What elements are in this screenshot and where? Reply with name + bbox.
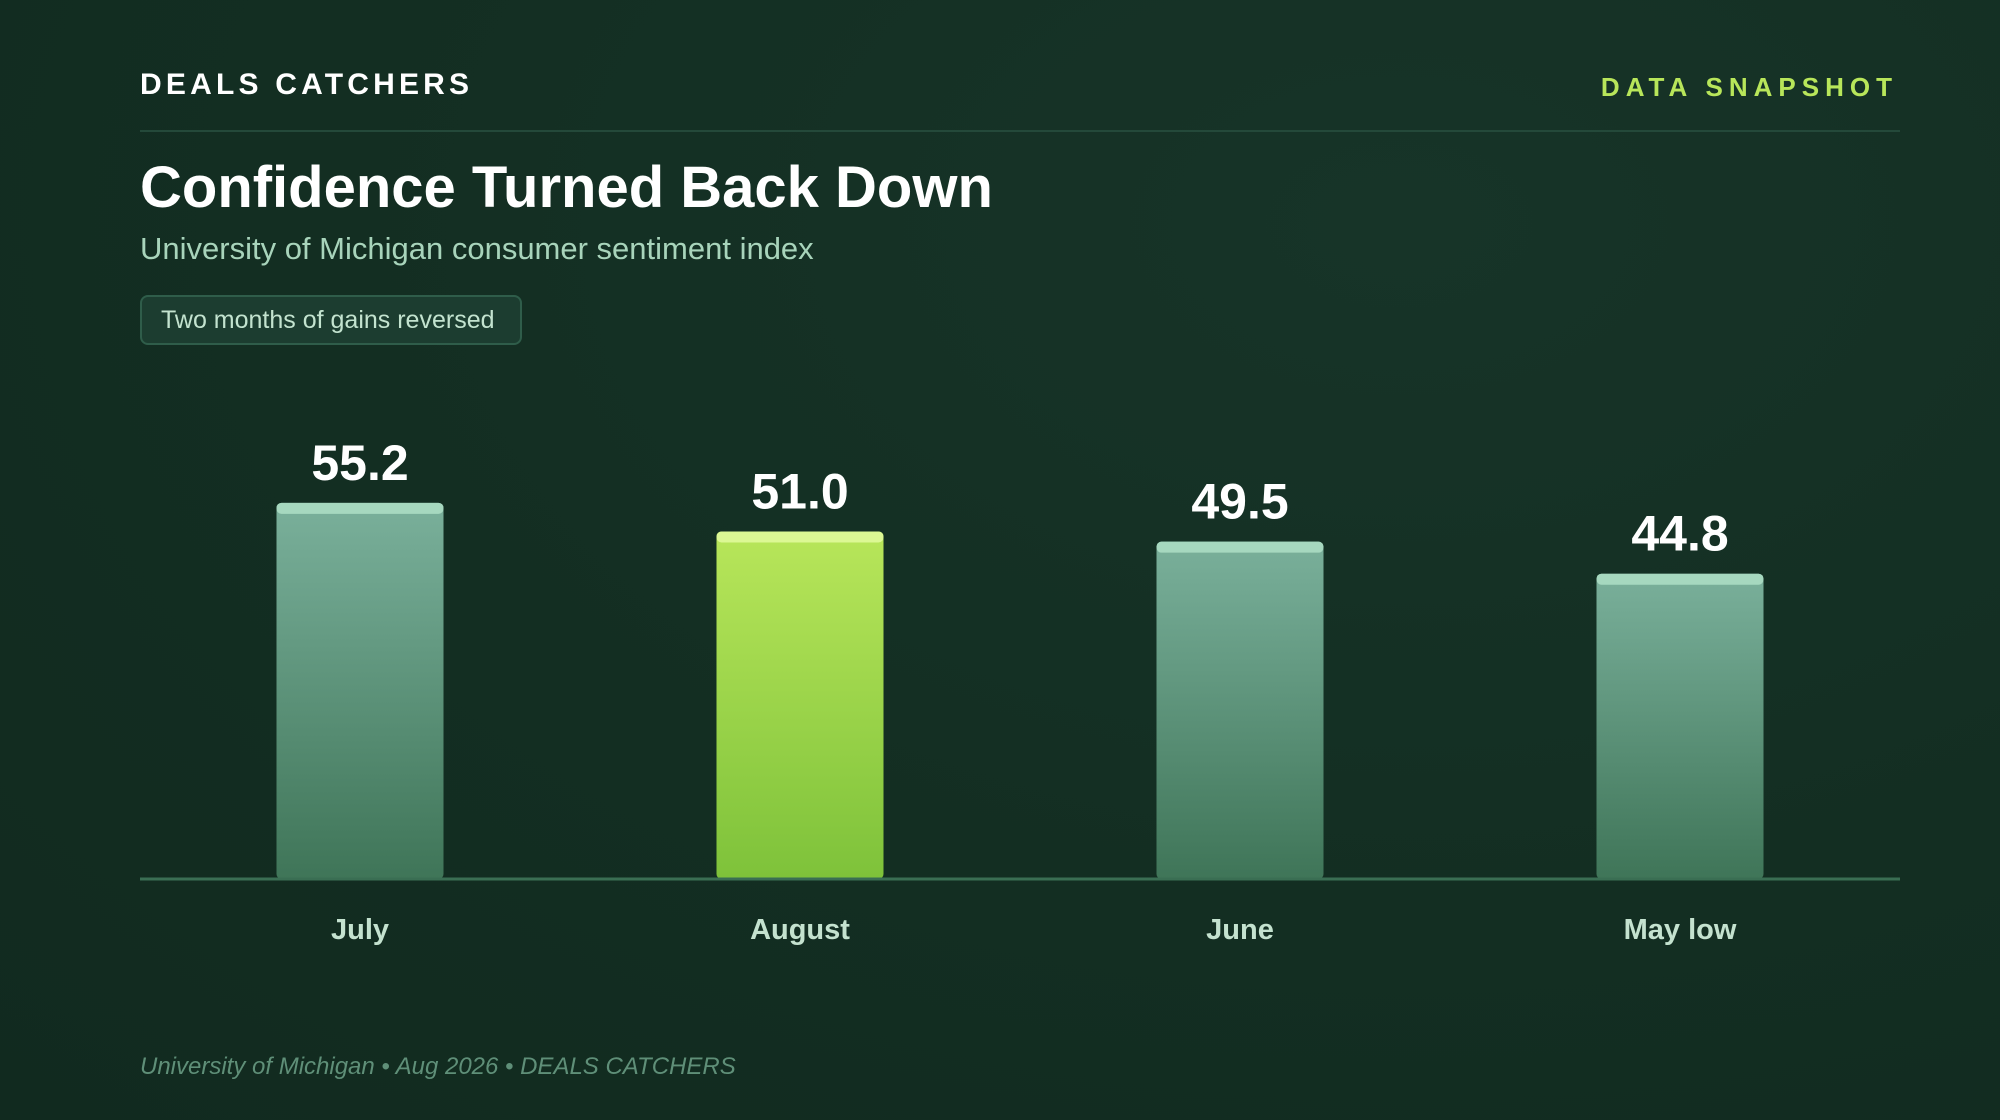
brand-name: DEALS CATCHERS xyxy=(140,68,474,101)
bar-cap-august xyxy=(716,531,884,543)
source-footer: University of Michigan • Aug 2026 • DEAL… xyxy=(140,1053,736,1080)
chart-title: Confidence Turned Back Down xyxy=(140,155,993,220)
annotation-badge: Two months of gains reversed xyxy=(140,295,522,345)
value-label-may-low: 44.8 xyxy=(1631,506,1728,562)
value-label-july: 55.2 xyxy=(311,435,408,491)
chart-subtitle: University of Michigan consumer sentimen… xyxy=(140,231,814,266)
bar-may-low xyxy=(1596,573,1764,879)
category-label-august: August xyxy=(750,914,850,946)
category-label-july: July xyxy=(331,914,389,946)
header-divider xyxy=(140,130,1900,132)
bar-cap-july xyxy=(276,502,444,514)
category-label-june: June xyxy=(1206,914,1274,946)
bar-august xyxy=(716,531,884,879)
bar-cap-may-low xyxy=(1596,573,1764,585)
category-label-may-low: May low xyxy=(1624,914,1737,946)
value-label-june: 49.5 xyxy=(1191,474,1288,530)
section-tag: DATA SNAPSHOT xyxy=(1600,72,1898,102)
value-label-august: 51.0 xyxy=(751,463,848,519)
bar-july xyxy=(276,502,444,879)
bar-cap-june xyxy=(1156,541,1324,553)
bar-june xyxy=(1156,541,1324,879)
